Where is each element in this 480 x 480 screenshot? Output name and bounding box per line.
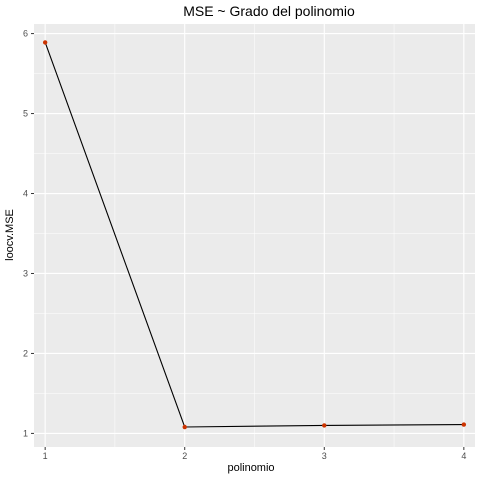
x-axis: 1 2 3 4 <box>43 447 466 461</box>
y-tick-label: 6 <box>23 29 28 39</box>
x-axis-title: polinomio <box>227 462 274 474</box>
y-tick-label: 5 <box>23 109 28 119</box>
y-tick-label: 1 <box>23 428 28 438</box>
grid-minor <box>34 24 475 447</box>
x-tick-label: 2 <box>182 451 187 461</box>
x-tick-label: 4 <box>461 451 466 461</box>
x-tick-label: 3 <box>322 451 327 461</box>
data-point <box>42 40 48 45</box>
series-line <box>44 42 464 428</box>
x-tick-label: 1 <box>43 451 48 461</box>
y-axis: 1 2 3 4 5 6 <box>23 29 34 438</box>
chart-title: MSE ~ Grado del polinomio <box>183 3 355 19</box>
grid-major <box>34 24 475 447</box>
data-point <box>322 423 327 428</box>
data-point <box>461 422 467 427</box>
data-points <box>42 40 467 430</box>
data-point <box>182 424 187 430</box>
y-axis-title: loocv.MSE <box>4 209 16 261</box>
y-tick-label: 2 <box>23 348 28 358</box>
y-tick-label: 4 <box>23 189 28 199</box>
y-tick-label: 3 <box>23 268 28 278</box>
